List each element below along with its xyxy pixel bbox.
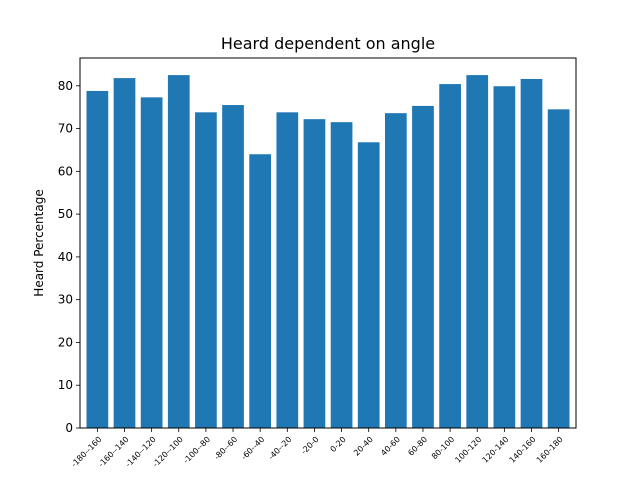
bar--140--120 [140,97,163,428]
y-tick-label: 0 [65,421,73,435]
plot-frame [79,57,577,429]
bar--20-0 [303,119,326,429]
bar-140-160 [520,78,543,429]
bar-120-140 [493,86,516,428]
bar--80--60 [222,105,244,429]
bar--120--100 [167,75,190,429]
bar-60-80 [412,105,434,428]
bar-80-100 [439,84,461,428]
bar-100-120 [466,75,489,429]
bar--100--80 [195,112,217,428]
y-tick-label: 80 [58,79,73,93]
y-tick-label: 30 [58,293,73,307]
bar--40--20 [276,112,299,428]
bar-160-180 [547,109,570,428]
bar-40-60 [384,113,407,429]
y-tick-label: 10 [58,378,73,392]
y-tick-label: 60 [58,164,73,178]
bars-group [86,75,570,429]
bar--160--140 [113,78,136,428]
bar--60--40 [249,154,272,429]
y-axis: 0 10 20 30 40 50 60 70 80 [58,79,80,435]
bar--180--160 [86,90,109,428]
y-tick-label: 70 [58,122,73,136]
bar-20-40 [357,142,380,428]
y-tick-label: 50 [58,207,73,221]
y-tick-label: 40 [58,250,73,264]
chart-title: Heard dependent on angle [221,34,435,53]
y-tick-label: 20 [58,335,73,349]
y-axis-label: Heard Percentage [32,189,46,296]
bar-0-20 [330,122,353,428]
